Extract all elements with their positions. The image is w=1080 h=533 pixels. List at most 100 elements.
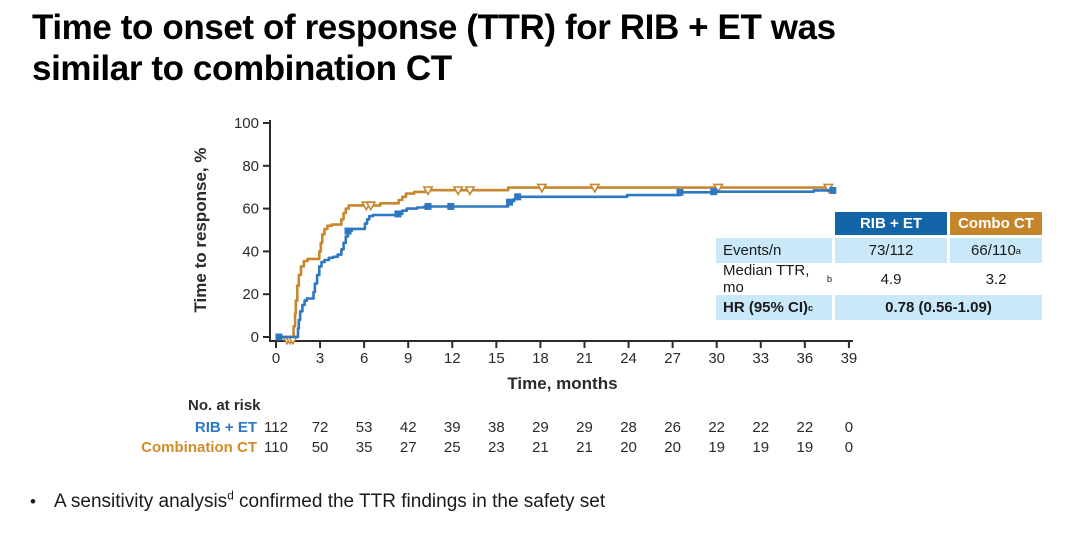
censor-marker-triangle <box>712 183 724 194</box>
event-marker-square <box>394 210 402 218</box>
hr-row-label: HR (95% CI) c <box>716 295 832 320</box>
censor-marker-triangle <box>452 186 464 197</box>
svg-text:18: 18 <box>532 350 549 367</box>
bullet-superscript: d <box>227 489 234 503</box>
at-risk-table: No. at risk RIB + ET 112 72 53 42 39 38 29 29 28 26… <box>141 397 853 456</box>
svg-text:100: 100 <box>234 115 259 132</box>
bullet-dot: • <box>30 492 36 511</box>
svg-text:30: 30 <box>708 350 725 367</box>
svg-text:50: 50 <box>312 439 329 456</box>
svg-text:No. at risk: No. at risk <box>188 397 261 414</box>
svg-text:26: 26 <box>664 419 681 436</box>
event-marker-square <box>447 202 455 210</box>
svg-text:19: 19 <box>796 439 813 456</box>
svg-text:35: 35 <box>356 439 373 456</box>
bullet-text-after: confirmed the TTR findings in the safety… <box>233 491 606 512</box>
svg-text:21: 21 <box>576 350 593 367</box>
svg-text:20: 20 <box>242 286 259 303</box>
svg-text:27: 27 <box>400 439 417 456</box>
svg-text:60: 60 <box>242 201 259 218</box>
svg-text:0: 0 <box>845 439 853 456</box>
svg-text:36: 36 <box>796 350 813 367</box>
y-axis-ticks: 0 20 40 60 80 100 <box>234 115 270 346</box>
event-marker-square <box>344 227 352 235</box>
svg-text:110: 110 <box>264 439 288 456</box>
event-marker-square <box>506 198 514 206</box>
svg-text:39: 39 <box>444 419 461 436</box>
svg-text:25: 25 <box>444 439 461 456</box>
svg-text:22: 22 <box>796 419 813 436</box>
x-axis-ticks: 0 3 6 9 12 15 18 21 24 27 30 33 36 39 <box>272 341 857 367</box>
median-row-label: Median TTR, mo b <box>723 262 832 296</box>
svg-text:24: 24 <box>620 350 637 367</box>
series-rib-et <box>275 186 837 341</box>
svg-text:22: 22 <box>752 419 769 436</box>
svg-text:Time to response, %: Time to response, % <box>191 147 210 312</box>
svg-text:27: 27 <box>664 350 681 367</box>
censor-marker-triangle <box>464 186 476 197</box>
events-rib-value: 73/112 <box>835 238 947 263</box>
svg-text:12: 12 <box>444 350 461 367</box>
svg-text:40: 40 <box>242 243 259 260</box>
svg-text:23: 23 <box>488 439 505 456</box>
hr-label-text: HR (95% CI) <box>723 299 809 316</box>
event-marker-square <box>275 333 283 341</box>
event-marker-square <box>514 193 522 201</box>
censor-marker-triangle <box>536 183 548 194</box>
results-table-corner-cell <box>716 212 832 235</box>
svg-text:20: 20 <box>620 439 637 456</box>
median-rib-value: 4.9 <box>880 270 902 288</box>
slide-title-line2: similar to combination CT <box>32 48 452 88</box>
svg-text:22: 22 <box>708 419 725 436</box>
results-table-header-rib-et: RIB + ET <box>835 212 947 235</box>
median-label-text: Median TTR, mo <box>723 262 810 296</box>
y-axis-title: Time to response, % <box>191 147 210 312</box>
event-marker-square <box>424 202 432 210</box>
svg-text:80: 80 <box>242 158 259 175</box>
events-combo-value: 66/110 a <box>950 238 1042 263</box>
svg-text:6: 6 <box>360 350 368 367</box>
svg-text:15: 15 <box>488 350 505 367</box>
sensitivity-bullet: • A sensitivity analysisd confirmed the … <box>30 489 606 513</box>
svg-text:21: 21 <box>532 439 549 456</box>
svg-text:29: 29 <box>532 419 549 436</box>
svg-text:29: 29 <box>576 419 593 436</box>
svg-text:19: 19 <box>752 439 769 456</box>
events-row-label: Events/n <box>716 238 832 263</box>
svg-text:0: 0 <box>845 419 853 436</box>
svg-text:53: 53 <box>356 419 373 436</box>
median-combo-value: 3.2 <box>985 270 1007 288</box>
censor-marker-triangle <box>365 201 377 212</box>
event-marker-square <box>829 186 837 194</box>
svg-text:0: 0 <box>251 329 259 346</box>
svg-text:20: 20 <box>664 439 681 456</box>
x-axis-title: Time, months <box>507 374 617 393</box>
results-table-header-combo-ct: Combo CT <box>950 212 1042 235</box>
svg-text:39: 39 <box>841 350 858 367</box>
svg-text:3: 3 <box>316 350 324 367</box>
svg-text:0: 0 <box>272 350 280 367</box>
svg-text:RIB + ET: RIB + ET <box>195 419 257 436</box>
svg-text:72: 72 <box>312 419 329 436</box>
svg-text:19: 19 <box>708 439 725 456</box>
event-marker-square <box>676 188 684 196</box>
svg-text:112: 112 <box>264 419 288 436</box>
svg-text:33: 33 <box>752 350 769 367</box>
slide-title: Time to onset of response (TTR) for RIB … <box>32 8 1042 90</box>
svg-text:21: 21 <box>576 439 593 456</box>
censor-marker-triangle <box>589 183 601 194</box>
events-combo-number: 66/110 <box>971 242 1016 259</box>
slide-title-line1: Time to onset of response (TTR) for RIB … <box>32 8 836 47</box>
svg-text:Combination CT: Combination CT <box>141 439 257 456</box>
chart-axes <box>269 120 853 342</box>
svg-text:38: 38 <box>488 419 505 436</box>
event-marker-square <box>710 188 718 196</box>
svg-text:Time, months: Time, months <box>507 374 617 393</box>
svg-text:42: 42 <box>400 419 417 436</box>
results-table: RIB + ET Combo CT Events/n 73/112 66/110… <box>716 212 1042 320</box>
bullet-text-before: A sensitivity analysis <box>54 491 228 512</box>
bullet-text: A sensitivity analysisd confirmed the TT… <box>54 489 606 513</box>
censor-marker-triangle <box>422 186 434 197</box>
